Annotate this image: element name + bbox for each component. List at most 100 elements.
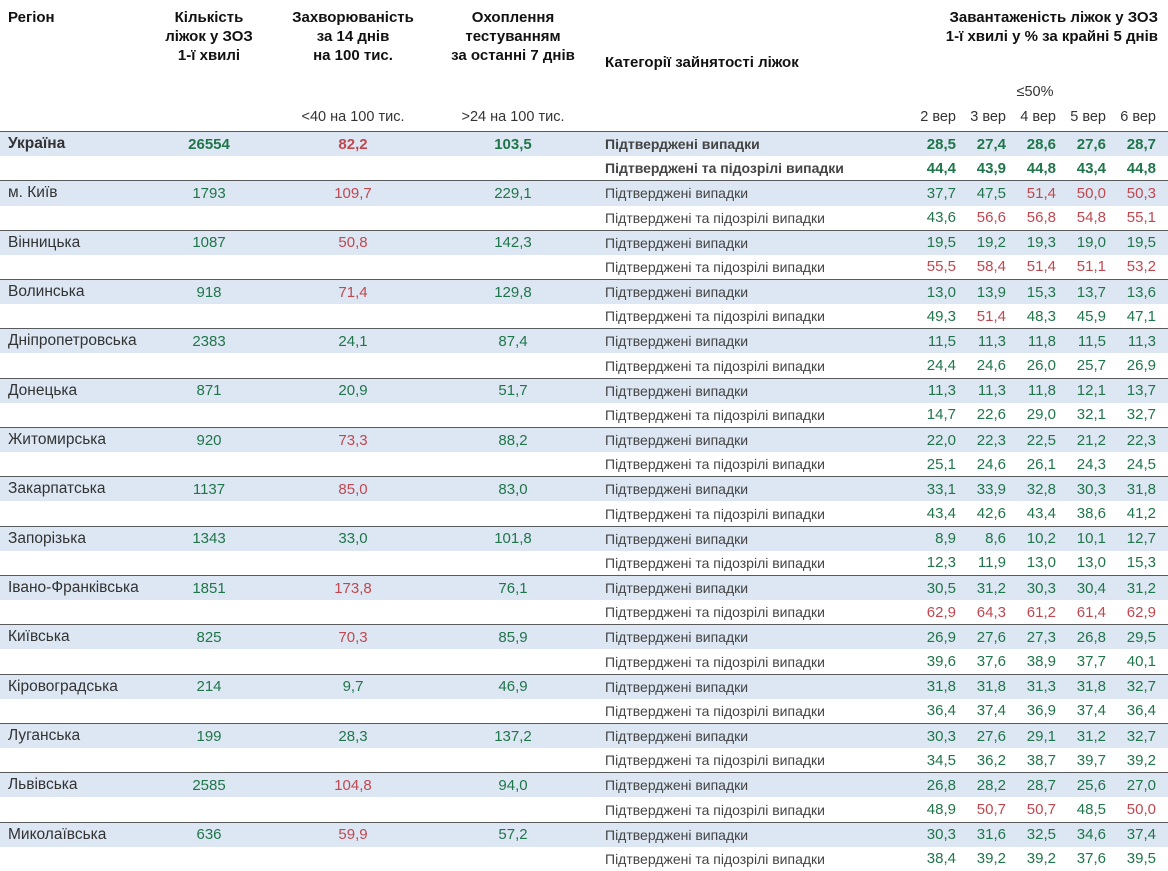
testing-coverage-value: 85,9 [498, 628, 528, 646]
occupancy-value: 36,4 [926, 702, 956, 720]
occupancy-value: 27,6 [976, 628, 1006, 646]
incidence-value: 20,9 [338, 382, 368, 400]
incidence-value: 59,9 [338, 826, 368, 844]
occupancy-value: 50,0 [1076, 184, 1106, 202]
occupancy-value: 31,2 [1126, 579, 1156, 597]
occupancy-value: 22,3 [1126, 431, 1156, 449]
category-label-confirmed: Підтверджені випадки [605, 530, 749, 547]
occupancy-value: 32,1 [1076, 406, 1106, 424]
region-name: Івано-Франківська [8, 579, 139, 597]
suspected-row: Підтверджені та підозрілі випадки 12,3 1… [0, 551, 1168, 575]
beds-value: 1793 [192, 184, 226, 202]
header-region: Регіон [8, 9, 55, 26]
occupancy-value: 11,3 [1127, 332, 1156, 350]
occupancy-value: 62,9 [1126, 603, 1156, 621]
occupancy-value: 26,9 [1126, 357, 1156, 375]
confirmed-row: м. Київ 1793 109,7 229,1 Підтверджені ви… [0, 181, 1168, 206]
occupancy-value: 30,5 [926, 579, 956, 597]
occupancy-value: 11,5 [927, 332, 956, 350]
occupancy-value: 13,0 [1026, 554, 1056, 572]
incidence-value: 9,7 [342, 678, 364, 696]
occupancy-value: 38,6 [1076, 505, 1106, 523]
occupancy-value: 21,2 [1076, 431, 1106, 449]
region-name: Луганська [8, 727, 81, 745]
occupancy-value: 50,3 [1126, 184, 1156, 202]
occupancy-threshold-label: ≤50% [1016, 83, 1054, 100]
occupancy-value: 26,9 [926, 628, 956, 646]
occupancy-value: 30,3 [1076, 480, 1106, 498]
occupancy-value: 31,8 [976, 678, 1006, 696]
occupancy-value: 61,2 [1026, 603, 1056, 621]
region-group: Донецька 871 20,9 51,7 Підтверджені випа… [0, 377, 1168, 427]
confirmed-row: Львівська 2585 104,8 94,0 Підтверджені в… [0, 773, 1168, 798]
occupancy-value: 40,1 [1126, 653, 1156, 671]
occupancy-value: 22,0 [926, 431, 956, 449]
beds-value: 871 [196, 382, 222, 400]
occupancy-value: 13,6 [1126, 283, 1156, 301]
occupancy-value: 61,4 [1076, 603, 1106, 621]
region-group: Львівська 2585 104,8 94,0 Підтверджені в… [0, 772, 1168, 821]
occupancy-value: 51,4 [1026, 258, 1056, 276]
occupancy-value: 37,4 [1126, 826, 1156, 844]
suspected-row: Підтверджені та підозрілі випадки 14,7 2… [0, 403, 1168, 427]
occupancy-value: 26,0 [1026, 357, 1056, 375]
testing-coverage-value: 83,0 [498, 480, 528, 498]
category-label-suspected: Підтверджені та підозрілі випадки [605, 258, 825, 275]
category-label-confirmed: Підтверджені випадки [605, 382, 749, 399]
occupancy-value: 30,4 [1076, 579, 1106, 597]
confirmed-row: Україна 26554 82,2 103,5 Підтверджені ви… [0, 132, 1168, 157]
suspected-row: Підтверджені та підозрілі випадки 44,4 4… [0, 156, 1168, 180]
occupancy-value: 47,5 [976, 184, 1006, 202]
region-name: Україна [8, 135, 66, 153]
occupancy-value: 28,2 [976, 776, 1006, 794]
occupancy-value: 26,8 [926, 776, 956, 794]
occupancy-value: 27,6 [1076, 135, 1106, 153]
occupancy-value: 58,4 [976, 258, 1006, 276]
occupancy-value: 29,5 [1126, 628, 1156, 646]
incidence-value: 28,3 [338, 727, 368, 745]
category-label-confirmed: Підтверджені випадки [605, 333, 749, 350]
category-label-suspected: Підтверджені та підозрілі випадки [605, 308, 825, 325]
occupancy-value: 24,3 [1076, 455, 1106, 473]
region-group: м. Київ 1793 109,7 229,1 Підтверджені ви… [0, 180, 1168, 229]
occupancy-value: 50,7 [1026, 801, 1056, 819]
region-name: Кіровоградська [8, 677, 118, 695]
occupancy-value: 24,6 [976, 357, 1006, 375]
occupancy-value: 55,1 [1126, 209, 1156, 227]
category-label-suspected: Підтверджені та підозрілі випадки [605, 406, 825, 423]
category-label-confirmed: Підтверджені випадки [605, 678, 749, 695]
suspected-row: Підтверджені та підозрілі випадки 39,6 3… [0, 649, 1168, 673]
occupancy-value: 37,7 [926, 184, 956, 202]
region-group: Івано-Франківська 1851 173,8 76,1 Підтве… [0, 574, 1168, 624]
occupancy-value: 31,8 [1076, 678, 1106, 696]
occupancy-value: 15,3 [1026, 283, 1056, 301]
occupancy-value: 28,5 [926, 135, 956, 153]
suspected-row: Підтверджені та підозрілі випадки 24,4 2… [0, 353, 1168, 377]
category-label-confirmed: Підтверджені випадки [605, 728, 749, 745]
occupancy-value: 27,4 [976, 135, 1006, 153]
region-group: Київська 825 70,3 85,9 Підтверджені випа… [0, 624, 1168, 673]
region-name: Житомирська [8, 431, 107, 449]
confirmed-row: Луганська 199 28,3 137,2 Підтверджені ви… [0, 723, 1168, 749]
date-column-header: 6 вер [1120, 109, 1156, 125]
occupancy-value: 34,6 [1076, 826, 1106, 844]
beds-value: 1851 [192, 579, 226, 597]
occupancy-value: 27,3 [1026, 628, 1056, 646]
suspected-row: Підтверджені та підозрілі випадки 62,9 6… [0, 600, 1168, 624]
testing-coverage-value: 101,8 [494, 530, 532, 548]
occupancy-value: 27,0 [1126, 776, 1156, 794]
incidence-value: 50,8 [338, 234, 368, 252]
occupancy-value: 45,9 [1076, 307, 1106, 325]
occupancy-value: 43,9 [976, 159, 1006, 177]
occupancy-value: 19,2 [976, 234, 1006, 252]
header-incidence: Захворюваність за 14 днів на 100 тис. [292, 9, 414, 65]
date-column-header: 2 вер [920, 109, 956, 125]
confirmed-row: Івано-Франківська 1851 173,8 76,1 Підтве… [0, 575, 1168, 601]
occupancy-value: 48,5 [1076, 801, 1106, 819]
confirmed-row: Закарпатська 1137 85,0 83,0 Підтверджені… [0, 477, 1168, 502]
occupancy-value: 11,3 [927, 382, 956, 400]
occupancy-value: 37,4 [976, 702, 1006, 720]
occupancy-value: 29,0 [1026, 406, 1056, 424]
occupancy-value: 26,8 [1076, 628, 1106, 646]
